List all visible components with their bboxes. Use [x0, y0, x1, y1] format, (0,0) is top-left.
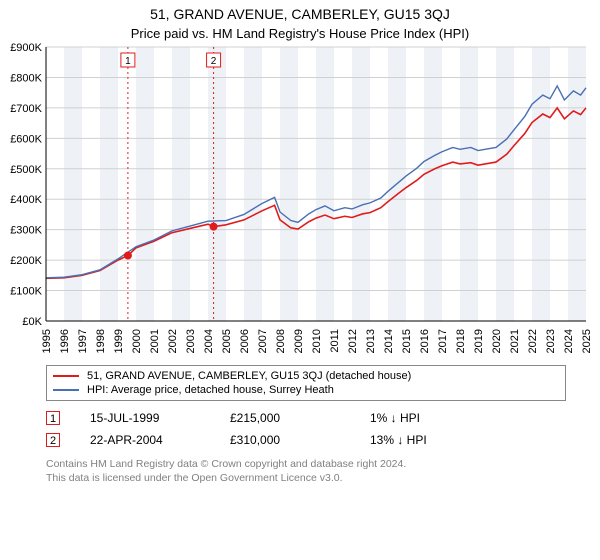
svg-text:2013: 2013: [365, 329, 377, 353]
sale-date-1: 15-JUL-1999: [90, 411, 200, 425]
svg-text:2010: 2010: [311, 329, 323, 353]
svg-text:2: 2: [211, 56, 217, 67]
svg-text:£900K: £900K: [10, 42, 42, 54]
svg-text:£100K: £100K: [10, 286, 42, 298]
svg-text:£200K: £200K: [10, 255, 42, 267]
svg-text:2023: 2023: [545, 329, 557, 353]
sale-price-1: £215,000: [230, 411, 340, 425]
svg-text:2015: 2015: [401, 329, 413, 353]
legend-item-hpi: HPI: Average price, detached house, Surr…: [87, 384, 334, 396]
svg-text:2018: 2018: [455, 329, 467, 353]
svg-text:2008: 2008: [275, 329, 287, 353]
footer-attribution: Contains HM Land Registry data © Crown c…: [46, 457, 566, 485]
svg-text:2019: 2019: [473, 329, 485, 353]
svg-text:2014: 2014: [383, 329, 395, 353]
sale-date-2: 22-APR-2004: [90, 433, 200, 447]
legend: 51, GRAND AVENUE, CAMBERLEY, GU15 3QJ (d…: [46, 365, 566, 401]
svg-text:2020: 2020: [491, 329, 503, 353]
svg-text:1997: 1997: [77, 329, 89, 353]
svg-text:£700K: £700K: [10, 103, 42, 115]
svg-text:2025: 2025: [581, 329, 593, 353]
svg-text:2024: 2024: [563, 329, 575, 353]
svg-text:2005: 2005: [221, 329, 233, 353]
sale-delta-1: 1% ↓ HPI: [370, 411, 480, 425]
svg-text:2003: 2003: [185, 329, 197, 353]
legend-item-property: 51, GRAND AVENUE, CAMBERLEY, GU15 3QJ (d…: [87, 370, 411, 382]
sale-delta-2: 13% ↓ HPI: [370, 433, 480, 447]
svg-text:1996: 1996: [59, 329, 71, 353]
svg-text:2000: 2000: [131, 329, 143, 353]
chart-title: 51, GRAND AVENUE, CAMBERLEY, GU15 3QJ: [0, 0, 600, 22]
svg-text:£500K: £500K: [10, 164, 42, 176]
svg-text:1998: 1998: [95, 329, 107, 353]
svg-text:1999: 1999: [113, 329, 125, 353]
sale-price-2: £310,000: [230, 433, 340, 447]
sales-table: 1 15-JUL-1999 £215,000 1% ↓ HPI 2 22-APR…: [46, 407, 566, 451]
svg-text:2007: 2007: [257, 329, 269, 353]
svg-text:2016: 2016: [419, 329, 431, 353]
svg-text:£300K: £300K: [10, 225, 42, 237]
svg-text:2021: 2021: [509, 329, 521, 353]
sale-marker-1: 1: [46, 411, 60, 425]
svg-text:2011: 2011: [329, 329, 341, 353]
svg-text:2012: 2012: [347, 329, 359, 353]
svg-text:£400K: £400K: [10, 194, 42, 206]
price-chart: £0K £100K £200K £300K £400K £500K £600K £700K £8…: [0, 41, 600, 361]
svg-text:2006: 2006: [239, 329, 251, 353]
svg-text:2009: 2009: [293, 329, 305, 353]
svg-text:£800K: £800K: [10, 72, 42, 84]
svg-text:2004: 2004: [203, 329, 215, 353]
svg-text:2001: 2001: [149, 329, 161, 353]
svg-text:1: 1: [125, 56, 131, 67]
svg-text:2022: 2022: [527, 329, 539, 353]
svg-text:£0K: £0K: [22, 316, 42, 328]
sale-marker-2: 2: [46, 433, 60, 447]
svg-text:2002: 2002: [167, 329, 179, 353]
svg-text:1995: 1995: [41, 329, 53, 353]
chart-subtitle: Price paid vs. HM Land Registry's House …: [0, 22, 600, 41]
svg-text:£600K: £600K: [10, 133, 42, 145]
svg-text:2017: 2017: [437, 329, 449, 353]
